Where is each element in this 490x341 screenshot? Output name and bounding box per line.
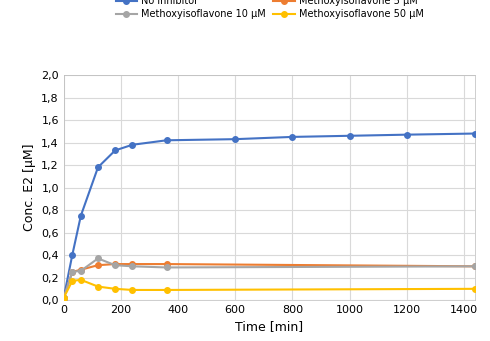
Methoxyisoflavone 10 μM <box>112 263 118 267</box>
Line: Methoxyisoflavone 50 μM: Methoxyisoflavone 50 μM <box>61 277 478 301</box>
No inhibitor <box>232 137 238 141</box>
No inhibitor <box>78 213 84 218</box>
No inhibitor <box>112 148 118 152</box>
Methoxyisoflavone 50 μM <box>78 278 84 282</box>
X-axis label: Time [min]: Time [min] <box>235 321 304 333</box>
Methoxyisoflavone 5 μM <box>61 296 67 300</box>
Y-axis label: Conc. E2 [μM]: Conc. E2 [μM] <box>23 144 36 231</box>
No inhibitor <box>95 165 101 169</box>
Methoxyisoflavone 5 μM <box>112 262 118 266</box>
Methoxyisoflavone 5 μM <box>472 264 478 268</box>
No inhibitor <box>346 134 352 138</box>
Methoxyisoflavone 10 μM <box>129 264 135 268</box>
Methoxyisoflavone 50 μM <box>70 279 75 283</box>
Methoxyisoflavone 5 μM <box>164 262 170 266</box>
No inhibitor <box>290 135 295 139</box>
Methoxyisoflavone 10 μM <box>70 270 75 274</box>
Methoxyisoflavone 5 μM <box>78 268 84 272</box>
Methoxyisoflavone 5 μM <box>129 262 135 266</box>
No inhibitor <box>164 138 170 142</box>
Methoxyisoflavone 50 μM <box>61 296 67 300</box>
Methoxyisoflavone 50 μM <box>95 284 101 288</box>
Line: Methoxyisoflavone 10 μM: Methoxyisoflavone 10 μM <box>61 256 478 301</box>
Methoxyisoflavone 50 μM <box>472 287 478 291</box>
Line: Methoxyisoflavone 5 μM: Methoxyisoflavone 5 μM <box>61 261 478 301</box>
Methoxyisoflavone 5 μM <box>95 263 101 267</box>
Methoxyisoflavone 10 μM <box>78 269 84 273</box>
No inhibitor <box>70 253 75 257</box>
No inhibitor <box>129 143 135 147</box>
Line: No inhibitor: No inhibitor <box>61 131 478 301</box>
Methoxyisoflavone 10 μM <box>472 264 478 268</box>
No inhibitor <box>472 132 478 136</box>
Legend: No inhibitor, Methoxyisoflavone 10 μM, Methoxyisoflavone 5 μM, Methoxyisoflavone: No inhibitor, Methoxyisoflavone 10 μM, M… <box>114 0 425 21</box>
Methoxyisoflavone 10 μM <box>164 265 170 269</box>
Methoxyisoflavone 50 μM <box>164 288 170 292</box>
Methoxyisoflavone 10 μM <box>61 296 67 300</box>
Methoxyisoflavone 5 μM <box>70 270 75 274</box>
Methoxyisoflavone 10 μM <box>95 256 101 261</box>
No inhibitor <box>61 296 67 300</box>
Methoxyisoflavone 50 μM <box>112 287 118 291</box>
Methoxyisoflavone 50 μM <box>129 288 135 292</box>
No inhibitor <box>404 133 410 137</box>
